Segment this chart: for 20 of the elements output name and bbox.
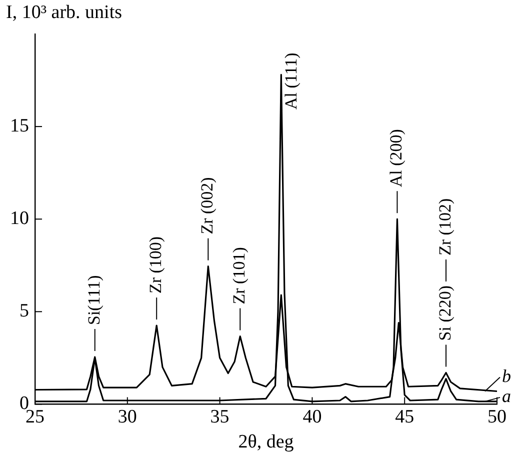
legend-label: b [502,366,511,386]
x-tick-label: 45 [395,406,414,428]
annotation: Si(111) [84,275,104,325]
legend-label: a [502,386,511,406]
y-tick-label: 5 [20,300,29,322]
x-tick-label: 35 [210,406,230,428]
annotation: Al (111) [282,52,301,110]
x-tick-label: 30 [118,406,137,428]
annotation: Al (200) [386,129,406,188]
annotation: Zr (002) [198,177,217,234]
x-tick-label: 50 [488,406,506,428]
annotation: Zr (102) [435,198,454,256]
y-axis-title: I, 10³ arb. units [6,2,122,23]
y-tick-label: 15 [10,116,29,137]
annotation: Zr (100) [146,236,166,294]
annotation: Zr (101) [230,247,249,304]
x-tick-label: 40 [302,406,322,428]
x-axis-title: 2θ, deg [238,431,294,452]
annotation: Si (220) [435,285,454,341]
y-tick-label: 10 [10,208,29,230]
